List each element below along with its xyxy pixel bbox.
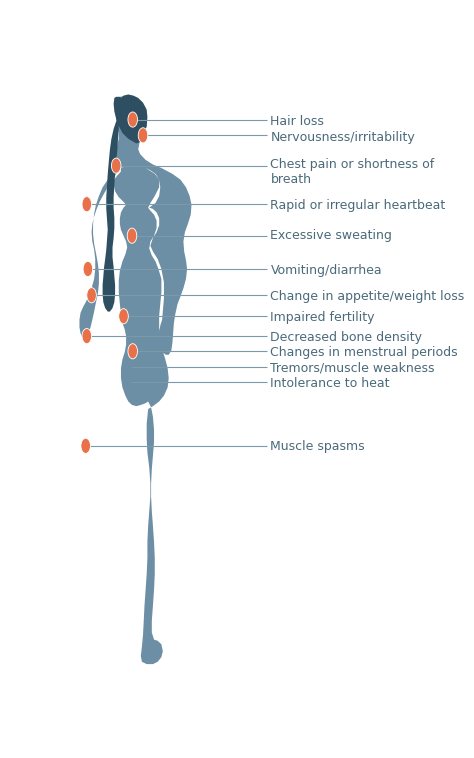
Text: Chest pain or shortness of
breath: Chest pain or shortness of breath bbox=[271, 158, 435, 186]
Text: Muscle spasms: Muscle spasms bbox=[271, 440, 365, 453]
Text: Change in appetite/weight loss: Change in appetite/weight loss bbox=[271, 290, 465, 303]
Circle shape bbox=[127, 228, 137, 243]
Circle shape bbox=[128, 112, 137, 127]
Polygon shape bbox=[80, 96, 191, 664]
Text: Changes in menstrual periods: Changes in menstrual periods bbox=[271, 346, 458, 359]
Polygon shape bbox=[114, 95, 147, 143]
Text: Impaired fertility: Impaired fertility bbox=[271, 311, 375, 324]
Text: Hair loss: Hair loss bbox=[271, 114, 324, 128]
Text: Nervousness/irritability: Nervousness/irritability bbox=[271, 130, 415, 143]
Text: Decreased bone density: Decreased bone density bbox=[271, 330, 422, 344]
Circle shape bbox=[83, 262, 93, 277]
Polygon shape bbox=[102, 121, 119, 312]
Circle shape bbox=[119, 309, 128, 324]
Circle shape bbox=[111, 158, 121, 174]
Circle shape bbox=[81, 438, 91, 453]
Text: Tremors/muscle weakness: Tremors/muscle weakness bbox=[271, 362, 435, 374]
Circle shape bbox=[128, 343, 137, 359]
Circle shape bbox=[82, 328, 91, 343]
Circle shape bbox=[82, 196, 91, 211]
Text: Intolerance to heat: Intolerance to heat bbox=[271, 377, 390, 390]
Text: Excessive sweating: Excessive sweating bbox=[271, 229, 392, 243]
Circle shape bbox=[87, 287, 96, 303]
Text: Vomiting/diarrhea: Vomiting/diarrhea bbox=[271, 264, 382, 277]
Circle shape bbox=[138, 128, 148, 143]
Text: Rapid or irregular heartbeat: Rapid or irregular heartbeat bbox=[271, 199, 446, 212]
